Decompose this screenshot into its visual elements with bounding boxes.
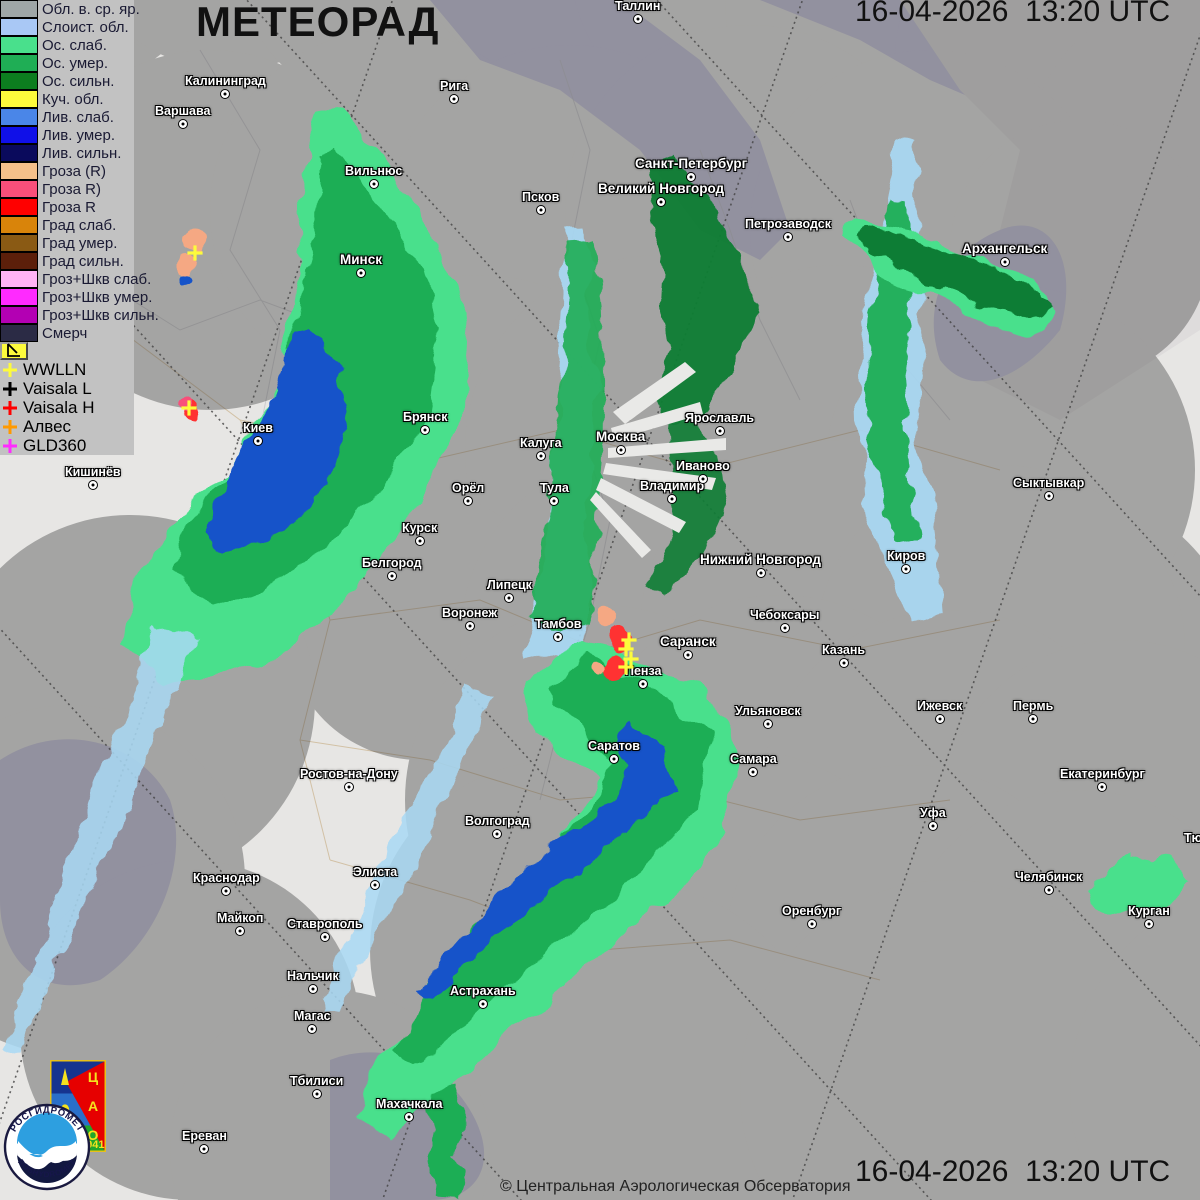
svg-text:А: А bbox=[88, 1098, 98, 1114]
svg-text:Ц: Ц bbox=[88, 1069, 99, 1085]
